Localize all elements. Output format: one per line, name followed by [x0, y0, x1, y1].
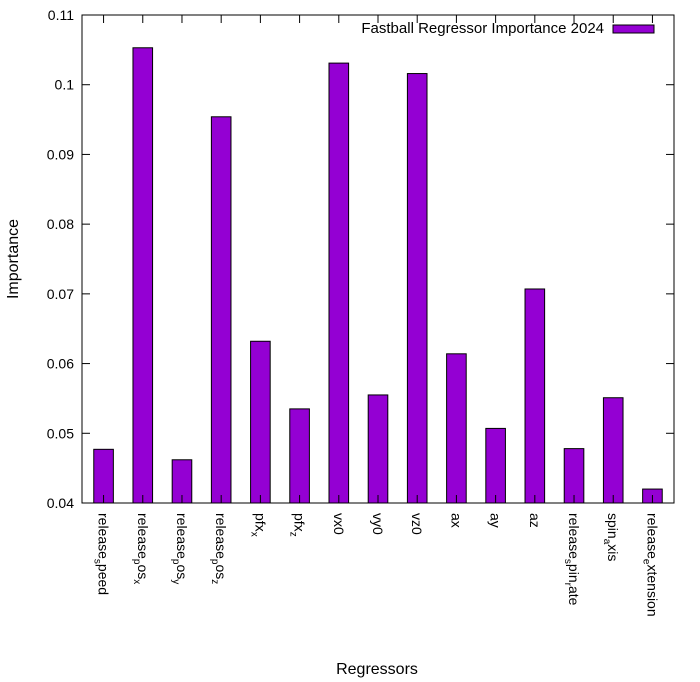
y-tick-label: 0.07	[47, 286, 74, 302]
x-tick-label: releaseposy	[170, 513, 190, 584]
y-tick-label: 0.1	[55, 77, 75, 93]
bars-group	[93, 47, 663, 504]
x-tick-label: pfxz	[288, 513, 308, 537]
y-tick-label: 0.08	[47, 216, 74, 232]
y-axis: 0.04 0.05 0.06 0.07 0.08 0.09 0.1 0.11	[47, 7, 674, 511]
bar	[132, 47, 154, 504]
legend-swatch	[612, 24, 655, 34]
y-tick-label: 0.05	[47, 425, 74, 441]
x-tick-label: releaseposx	[131, 513, 151, 584]
x-tick-label: ax	[448, 513, 464, 528]
bar	[485, 427, 506, 504]
y-tick-label: 0.04	[47, 495, 74, 511]
bar	[446, 353, 467, 504]
bar	[367, 394, 389, 504]
x-tick-label: releasespeed	[92, 513, 112, 595]
legend-label: Fastball Regressor Importance 2024	[361, 20, 604, 37]
x-tick-label: releasespinrate	[562, 513, 582, 606]
bar	[406, 73, 428, 504]
bar	[93, 448, 114, 504]
y-tick-label: 0.09	[47, 146, 74, 162]
bar	[289, 408, 310, 504]
bar	[250, 340, 271, 504]
y-tick-label: 0.11	[48, 7, 74, 23]
x-axis: releasespeed releaseposx releaseposy releas…	[92, 15, 660, 617]
bar	[210, 116, 232, 504]
bar	[524, 288, 546, 504]
x-tick-label: spinaxis	[601, 513, 621, 561]
x-tick-label: releaseextension	[640, 513, 660, 617]
x-tick-label: vy0	[370, 513, 386, 535]
bar	[328, 62, 350, 504]
x-tick-label: az	[527, 513, 543, 528]
legend: Fastball Regressor Importance 2024	[361, 20, 655, 37]
x-tick-label: vx0	[331, 513, 347, 535]
x-tick-label: releaseposz	[209, 513, 229, 584]
x-tick-label: pfxx	[248, 513, 268, 537]
x-tick-label: ay	[488, 513, 504, 528]
bar	[563, 448, 585, 504]
y-axis-title: Importance	[5, 219, 22, 299]
y-tick-label: 0.06	[47, 356, 74, 372]
bar	[602, 397, 624, 504]
x-tick-label: vz0	[409, 513, 425, 535]
x-axis-title: Regressors	[336, 661, 418, 678]
